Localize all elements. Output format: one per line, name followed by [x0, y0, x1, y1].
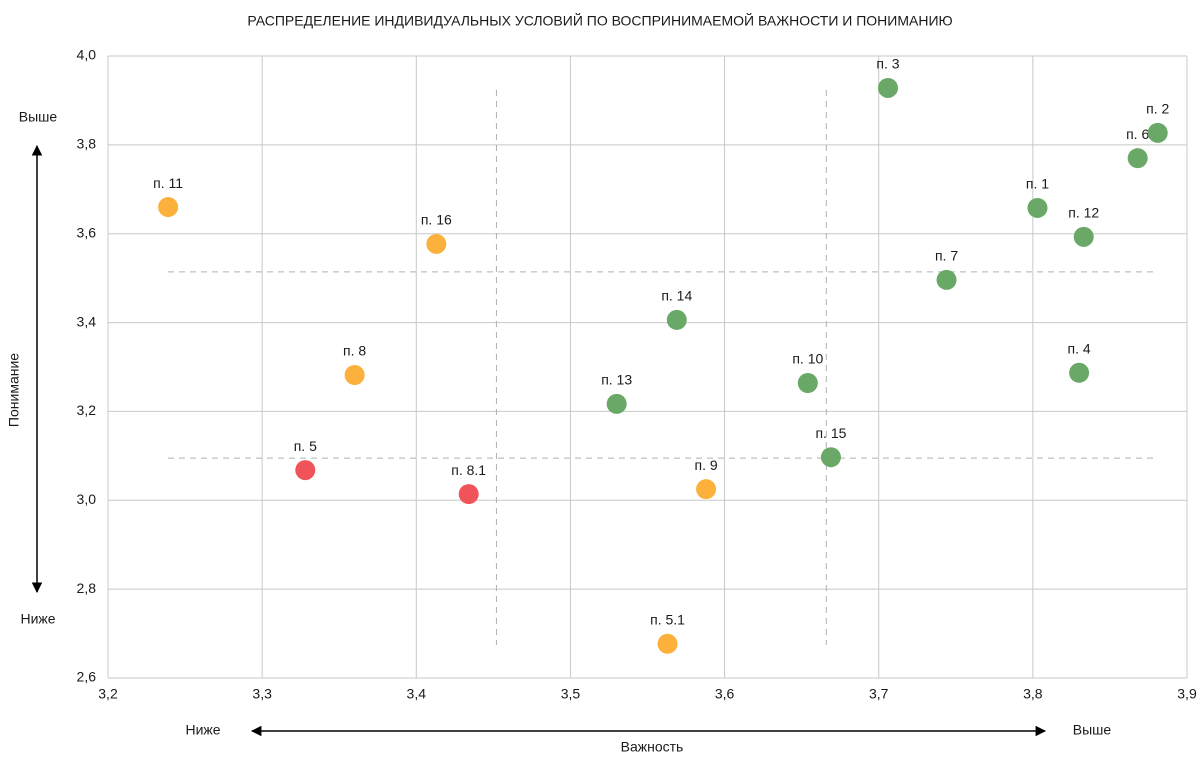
point-label: п. 5.1: [650, 611, 685, 627]
y-axis-label: Понимание: [6, 353, 22, 427]
point-label: п. 1: [1026, 176, 1049, 192]
point-label: п. 2: [1146, 101, 1169, 117]
point-label: п. 11: [153, 175, 183, 191]
point-label: п. 10: [792, 351, 823, 367]
point-label: п. 13: [601, 372, 632, 388]
point-label: п. 5: [294, 438, 317, 454]
y-tick-label: 3,2: [77, 402, 97, 418]
point: [606, 393, 627, 414]
point: [1073, 226, 1094, 247]
point: [1127, 148, 1148, 169]
y-low-label: Ниже: [20, 611, 55, 627]
point: [696, 479, 717, 500]
point-label: п. 16: [421, 212, 452, 228]
x-tick-label: 3,5: [561, 686, 581, 702]
point: [877, 77, 898, 98]
point: [1027, 197, 1048, 218]
point-label: п. 14: [661, 288, 692, 304]
point-label: п. 8: [343, 343, 366, 359]
point-label: п. 6: [1126, 126, 1149, 142]
x-low-label: Ниже: [185, 722, 220, 738]
y-tick-label: 2,6: [77, 669, 97, 685]
x-tick-label: 3,7: [869, 686, 889, 702]
x-tick-label: 3,8: [1023, 686, 1043, 702]
point: [458, 484, 479, 505]
y-tick-label: 4,0: [77, 47, 97, 63]
point: [158, 197, 179, 218]
point: [426, 233, 447, 254]
chart-title: РАСПРЕДЕЛЕНИЕ ИНДИВИДУАЛЬНЫХ УСЛОВИЙ ПО …: [247, 12, 952, 29]
point: [295, 460, 316, 481]
y-tick-label: 3,8: [77, 136, 97, 152]
point-label: п. 9: [694, 457, 717, 473]
point-label: п. 3: [876, 56, 899, 72]
point: [666, 309, 687, 330]
point: [936, 269, 957, 290]
point-label: п. 7: [935, 248, 958, 264]
point: [344, 364, 365, 385]
point: [657, 633, 678, 654]
x-tick-label: 3,4: [407, 686, 427, 702]
y-tick-label: 2,8: [77, 580, 97, 596]
x-axis-label: Важность: [621, 739, 684, 755]
x-tick-label: 3,9: [1177, 686, 1197, 702]
point: [820, 447, 841, 468]
point: [1147, 122, 1168, 143]
point-label: п. 8.1: [451, 462, 486, 478]
point: [1069, 362, 1090, 383]
y-tick-label: 3,4: [77, 313, 97, 329]
x-high-label: Выше: [1073, 722, 1112, 738]
x-tick-label: 3,6: [715, 686, 735, 702]
point: [797, 372, 818, 393]
point-label: п. 15: [815, 425, 846, 441]
y-high-label: Выше: [19, 109, 58, 125]
point-label: п. 4: [1068, 340, 1091, 356]
x-tick-label: 3,2: [98, 686, 118, 702]
y-tick-label: 3,0: [77, 491, 97, 507]
point-label: п. 12: [1068, 205, 1099, 221]
x-tick-label: 3,3: [252, 686, 272, 702]
y-tick-label: 3,6: [77, 224, 97, 240]
